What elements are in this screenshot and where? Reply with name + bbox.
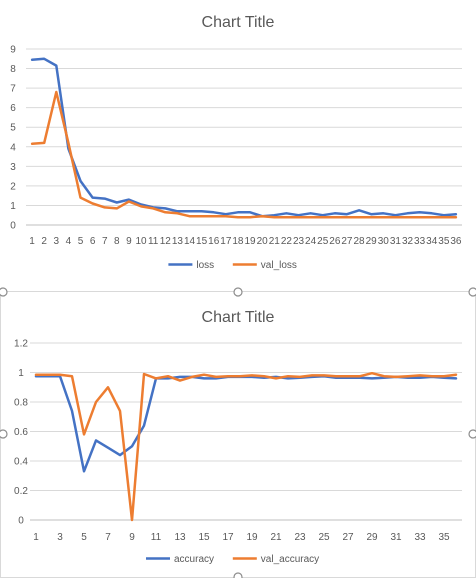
x-tick-label: 36 [450,236,462,247]
x-tick-label: 23 [294,532,306,543]
x-tick-label: 25 [317,236,329,247]
x-tick-label: 9 [129,532,135,543]
x-tick-label: 7 [102,236,108,247]
x-tick-label: 9 [126,236,132,247]
x-tick-label: 10 [135,236,147,247]
chart-title: Chart Title [202,14,275,31]
x-tick-label: 5 [78,236,84,247]
x-tick-label: 8 [114,236,120,247]
x-tick-label: 33 [414,236,426,247]
chart-2-handle-middle-right[interactable] [468,429,476,439]
x-tick-label: 1 [29,236,35,247]
y-tick-label: 0.4 [14,457,28,468]
x-tick-label: 1 [33,532,39,543]
x-tick-label: 5 [81,532,87,543]
x-tick-label: 3 [57,532,63,543]
chart-2-handle-middle-left[interactable] [0,429,8,439]
x-tick-label: 4 [66,236,72,247]
x-tick-label: 27 [342,532,354,543]
x-tick-label: 29 [366,532,378,543]
x-tick-label: 22 [281,236,293,247]
x-tick-label: 30 [378,236,390,247]
x-tick-label: 11 [151,532,162,543]
y-tick-label: 1 [18,368,24,379]
x-tick-label: 20 [257,236,269,247]
x-tick-label: 27 [341,236,353,247]
x-tick-label: 19 [244,236,256,247]
chart-2-handle-top-left[interactable] [0,287,8,297]
chart-2-handle-bottom-center[interactable] [233,572,243,578]
y-tick-label: 3 [10,162,16,173]
x-tick-label: 28 [353,236,365,247]
x-tick-label: 18 [232,236,244,247]
x-tick-label: 31 [390,532,402,543]
y-tick-label: 0 [18,516,24,527]
x-tick-label: 24 [305,236,317,247]
x-tick-label: 12 [160,236,172,247]
x-tick-label: 29 [366,236,378,247]
y-tick-label: 0.8 [14,398,28,409]
legend-label-val-accuracy: val_accuracy [261,554,319,565]
legend-label-val-loss: val_loss [261,260,297,271]
series-line-loss [30,57,458,218]
x-tick-label: 2 [41,236,47,247]
chart-2-frame [0,291,476,578]
x-tick-label: 19 [246,532,258,543]
y-tick-label: 2 [10,181,16,192]
x-tick-label: 21 [270,532,282,543]
x-tick-label: 6 [90,236,96,247]
x-tick-label: 15 [198,532,210,543]
x-tick-label: 13 [174,532,186,543]
legend-label-accuracy: accuracy [174,554,214,565]
x-tick-label: 35 [438,532,450,543]
series-line-val-loss [30,90,458,219]
y-tick-label: 0.2 [14,486,28,497]
series-line-val-accuracy [34,371,458,522]
x-tick-label: 11 [148,236,159,247]
x-tick-label: 3 [53,236,59,247]
y-tick-label: 1.2 [14,339,28,350]
x-tick-label: 21 [269,236,281,247]
y-tick-label: 4 [10,142,16,153]
x-tick-label: 14 [184,236,196,247]
chart-title: Chart Title [202,309,275,326]
y-tick-label: 6 [10,103,16,114]
x-tick-label: 25 [318,532,330,543]
y-tick-label: 7 [10,84,16,95]
chart-2-handle-top-right[interactable] [468,287,476,297]
x-tick-label: 34 [426,236,438,247]
x-tick-label: 33 [414,532,426,543]
x-tick-label: 31 [390,236,402,247]
x-tick-label: 17 [220,236,232,247]
x-tick-label: 26 [329,236,341,247]
x-tick-label: 16 [208,236,220,247]
y-tick-label: 1 [10,201,16,212]
y-tick-label: 5 [10,123,16,134]
y-tick-label: 9 [10,45,16,56]
x-tick-label: 7 [105,532,111,543]
x-tick-label: 17 [222,532,234,543]
chart-2-handle-top-center[interactable] [233,287,243,297]
x-tick-label: 13 [172,236,184,247]
x-tick-label: 32 [402,236,414,247]
y-tick-label: 0.6 [14,427,28,438]
x-tick-label: 23 [293,236,305,247]
x-tick-label: 15 [196,236,208,247]
legend-label-loss: loss [196,260,214,271]
x-tick-label: 35 [438,236,450,247]
series-line-accuracy [34,374,458,473]
y-tick-label: 8 [10,64,16,75]
y-tick-label: 0 [10,221,16,232]
